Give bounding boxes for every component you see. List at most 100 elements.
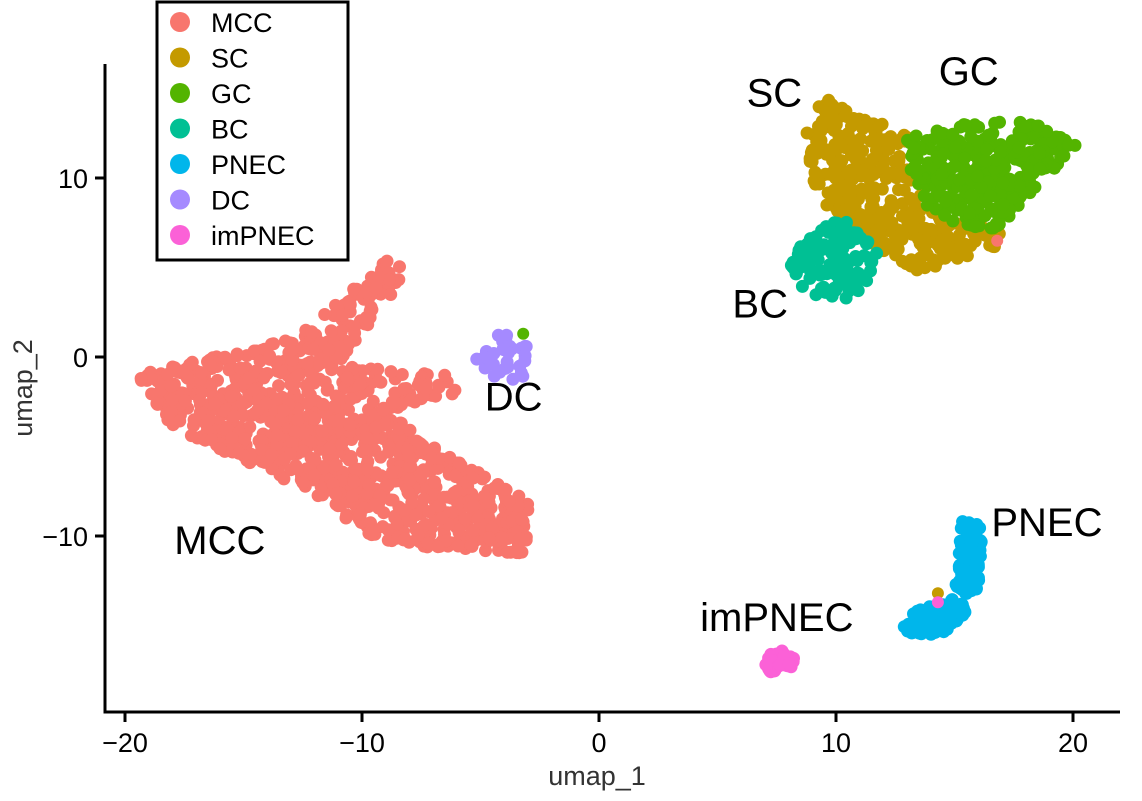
data-point-sc	[903, 210, 917, 224]
data-point-gc	[984, 204, 998, 218]
data-point-mcc	[364, 300, 378, 314]
data-point-mcc	[505, 514, 519, 528]
data-point-mcc	[285, 436, 299, 450]
data-point-mcc	[253, 354, 267, 368]
data-point-mcc	[318, 308, 332, 321]
data-point-mcc	[344, 392, 358, 406]
data-point-mcc	[308, 412, 322, 426]
data-point-mcc	[360, 431, 374, 445]
data-point-gc	[970, 169, 984, 183]
data-point-dc	[506, 372, 520, 386]
data-point-mcc	[466, 524, 480, 538]
data-point-bc	[835, 251, 849, 265]
data-point-mcc	[428, 476, 441, 489]
data-point-sc	[865, 152, 879, 166]
data-point-sc	[800, 126, 814, 140]
data-point-sc	[877, 236, 891, 250]
data-point-mcc	[323, 442, 337, 455]
cluster-label-bc: BC	[732, 283, 788, 327]
data-point-mcc	[458, 512, 472, 525]
data-point-mcc	[466, 471, 480, 485]
data-point-mcc	[164, 379, 178, 393]
ticks-layer: −20 −10 0 10 20 −10 0 10	[42, 164, 1088, 758]
cluster-label-gc: GC	[939, 50, 999, 94]
data-point-sc	[803, 154, 817, 168]
data-point-mcc	[435, 511, 449, 525]
data-point-mcc	[332, 340, 345, 354]
data-point-mcc	[348, 326, 362, 340]
data-point-gc	[909, 129, 923, 143]
data-point-mcc	[411, 529, 425, 542]
data-point-mcc	[326, 477, 340, 491]
data-point-mcc	[417, 519, 431, 533]
data-point-mcc	[371, 362, 385, 376]
data-point-gc	[1057, 149, 1071, 163]
cluster-label-impnec: imPNEC	[700, 596, 853, 640]
y-tick-label: 0	[73, 343, 88, 373]
data-point-mcc	[388, 395, 402, 409]
data-point-gc	[935, 168, 949, 181]
legend-label-gc: GC	[211, 79, 252, 109]
data-point-mcc	[452, 456, 466, 470]
data-point-gc	[981, 128, 995, 142]
data-point-mcc	[329, 458, 343, 472]
data-point-gc	[936, 126, 950, 140]
x-tick-label: 20	[1058, 728, 1088, 758]
data-point-sc	[856, 122, 870, 135]
data-point-gc	[980, 143, 994, 157]
data-point-mcc	[376, 403, 390, 417]
data-point-mcc	[471, 512, 485, 526]
data-point-bc	[803, 271, 817, 285]
data-point-sc	[862, 183, 876, 197]
data-point-bc	[851, 284, 865, 298]
data-point-mcc	[361, 312, 375, 326]
data-point-pnec	[961, 544, 975, 558]
data-point-dc	[481, 351, 494, 365]
data-point-gc	[996, 176, 1010, 190]
data-point-mcc	[512, 489, 526, 503]
data-point-mcc	[356, 364, 369, 378]
data-point-mcc	[335, 438, 349, 451]
data-point-impnec	[782, 657, 796, 671]
data-point-gc	[917, 189, 931, 203]
data-point-mcc	[267, 337, 280, 351]
legend-key-sc	[170, 47, 190, 68]
data-point-gc	[1006, 191, 1020, 205]
data-point-mcc	[340, 371, 354, 385]
data-point-bc	[849, 250, 863, 263]
data-point-sc	[964, 239, 978, 253]
data-point-mcc	[272, 379, 286, 393]
data-point-impnec	[931, 596, 944, 609]
legend-label-pnec: PNEC	[211, 150, 286, 180]
data-point-mcc	[500, 545, 514, 559]
data-point-mcc	[242, 371, 256, 385]
data-point-mcc	[482, 531, 496, 545]
y-tick-label: 10	[58, 164, 88, 194]
data-point-mcc	[395, 368, 409, 381]
data-point-mcc	[403, 460, 417, 473]
data-point-gc	[959, 118, 973, 132]
data-point-mcc	[217, 404, 231, 418]
data-point-mcc	[419, 382, 433, 395]
data-point-mcc	[233, 361, 247, 375]
data-point-gc	[964, 130, 978, 144]
data-point-sc	[848, 136, 862, 150]
data-point-gc	[907, 141, 921, 155]
data-point-mcc	[449, 470, 463, 484]
data-point-mcc	[448, 383, 462, 397]
data-point-mcc	[431, 461, 445, 475]
cluster-label-dc: DC	[485, 376, 543, 420]
data-point-mcc	[311, 489, 325, 503]
data-point-bc	[784, 258, 798, 272]
data-point-pnec	[969, 563, 982, 577]
data-point-mcc	[324, 324, 338, 338]
data-point-mcc	[451, 539, 465, 553]
data-point-mcc	[291, 413, 305, 427]
data-point-sc	[914, 234, 928, 248]
x-tick-label: 0	[591, 728, 606, 758]
data-point-mcc	[327, 399, 341, 413]
data-point-gc	[1031, 119, 1045, 133]
data-point-sc	[815, 114, 829, 128]
data-point-mcc	[255, 443, 269, 456]
